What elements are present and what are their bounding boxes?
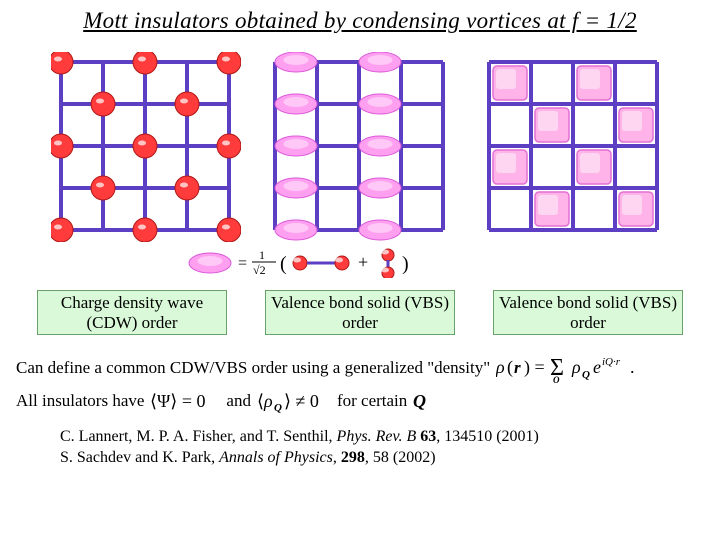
ref2-rest: , 58 (2002) — [365, 449, 436, 466]
equation-line-2: All insulators have ⟨Ψ⟩ = 0 and ⟨ ρ Q ⟩ … — [16, 389, 704, 413]
eq2-prefix: All insulators have — [16, 391, 144, 411]
svg-text:Q: Q — [413, 391, 426, 411]
ref-2: S. Sachdev and K. Park, Annals of Physic… — [60, 448, 720, 469]
ref2-comma: , — [333, 449, 341, 466]
svg-text:): ) — [402, 253, 409, 275]
svg-text:(: ( — [507, 357, 513, 378]
svg-text:iQ·r: iQ·r — [602, 356, 621, 368]
svg-text:⟨: ⟨ — [257, 391, 264, 411]
svg-text:.: . — [630, 357, 635, 377]
ref2-vol: 298 — [341, 449, 365, 466]
svg-text:e: e — [593, 357, 601, 377]
eq1-prefix: Can define a common CDW/VBS order using … — [16, 358, 490, 378]
svg-text:) =: ) = — [524, 357, 545, 378]
svg-text:⟨Ψ⟩ = 0: ⟨Ψ⟩ = 0 — [150, 391, 205, 411]
page-title: Mott insulators obtained by condensing v… — [0, 0, 720, 34]
svg-text:√2: √2 — [253, 263, 266, 277]
svg-text:Q: Q — [582, 369, 590, 381]
svg-text:r: r — [514, 358, 521, 377]
vbs2-lattice-svg — [479, 52, 669, 242]
ref1-rest: , 134510 (2001) — [436, 428, 539, 445]
eq-rhoq-nonzero: ⟨ ρ Q ⟩ ≠ 0 — [257, 389, 331, 413]
equation-block: Can define a common CDW/VBS order using … — [16, 353, 704, 413]
svg-text:ρ: ρ — [263, 391, 273, 411]
svg-text:ρ: ρ — [496, 357, 505, 377]
svg-text:(: ( — [280, 253, 287, 275]
svg-text:⟩ ≠ 0: ⟩ ≠ 0 — [284, 391, 319, 411]
ref1-journal: Phys. Rev. B — [337, 428, 417, 445]
diagram-vbs1 — [265, 52, 455, 242]
diagram-vbs2 — [479, 52, 669, 242]
cdw-lattice-svg — [51, 52, 241, 242]
bond-legend: = 1√2 ( +) — [0, 248, 720, 278]
ref2-journal: Annals of Physics — [219, 449, 333, 466]
label-row: Charge density wave (CDW) order Valence … — [0, 290, 720, 335]
ref-1: C. Lannert, M. P. A. Fisher, and T. Sent… — [60, 427, 720, 448]
eq2-suffix: for certain — [337, 391, 407, 411]
ref1-authors: C. Lannert, M. P. A. Fisher, and T. Sent… — [60, 428, 337, 445]
eq-psi-zero: ⟨Ψ⟩ = 0 — [150, 389, 220, 413]
svg-text:1: 1 — [259, 248, 265, 262]
svg-text:=: = — [238, 255, 247, 272]
diagram-cdw — [51, 52, 241, 242]
label-cdw: Charge density wave (CDW) order — [37, 290, 227, 335]
svg-text:+: + — [358, 252, 368, 272]
svg-text:Q: Q — [274, 402, 282, 413]
label-vbs2: Valence bond solid (VBS) order — [493, 290, 683, 335]
vbs1-lattice-svg — [265, 52, 455, 242]
equation-line-1: Can define a common CDW/VBS order using … — [16, 353, 704, 383]
label-vbs1: Valence bond solid (VBS) order — [265, 290, 455, 335]
ref1-vol: 63 — [416, 428, 436, 445]
svg-text:Q: Q — [553, 375, 560, 383]
eq2-mid: and — [226, 391, 251, 411]
references: C. Lannert, M. P. A. Fisher, and T. Sent… — [60, 427, 720, 469]
diagram-row — [0, 52, 720, 242]
eq-rho-sum: ρ ( r ) = Σ Q ρ Q e iQ·r . — [496, 353, 666, 383]
title-text: Mott insulators obtained by condensing v… — [83, 8, 637, 33]
svg-text:ρ: ρ — [571, 357, 581, 377]
eq-Q: Q — [413, 390, 433, 412]
legend-svg: = 1√2 ( +) — [180, 248, 540, 278]
ref2-authors: S. Sachdev and K. Park, — [60, 449, 219, 466]
